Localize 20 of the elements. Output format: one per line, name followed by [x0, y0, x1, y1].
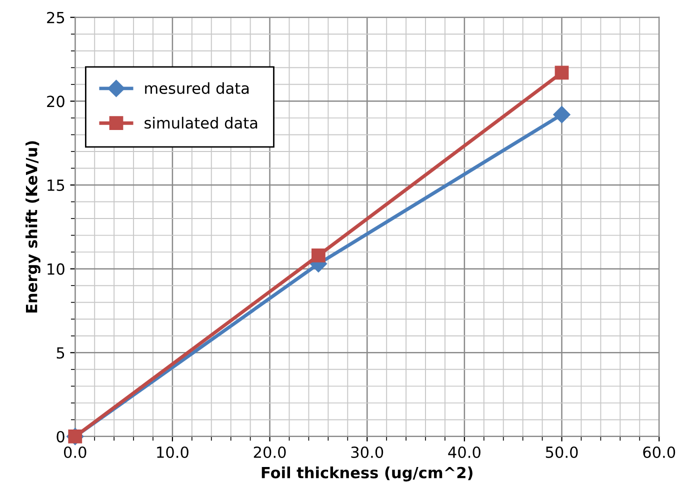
legend-label: mesured data	[145, 82, 249, 94]
y-axis-title: Energy shift (KeV/u)	[26, 141, 40, 313]
y-tick-label: 10	[48, 263, 64, 275]
y-tick-label: 15	[48, 180, 64, 192]
y-tick-label: 20	[47, 96, 64, 108]
x-tick-label: 30.0	[351, 446, 384, 458]
legend-label: simulated data	[144, 116, 258, 129]
x-axis-title: Foil thickness (ug/cm^2)	[262, 466, 472, 482]
x-tick-label: 40.0	[448, 446, 480, 458]
y-tick-label: 5	[56, 347, 64, 359]
point	[554, 66, 569, 80]
x-tick-label: 0.0	[64, 446, 86, 458]
point	[553, 106, 570, 124]
y-tick-label: 0	[56, 430, 64, 442]
x-tick-label: 60.0	[643, 446, 676, 458]
y-tick-label: 25	[47, 12, 64, 24]
x-tick-label: 20.0	[254, 446, 286, 458]
point	[312, 248, 326, 262]
x-tick-label: 50.0	[546, 446, 578, 458]
x-tick-label: 10.0	[157, 446, 188, 458]
